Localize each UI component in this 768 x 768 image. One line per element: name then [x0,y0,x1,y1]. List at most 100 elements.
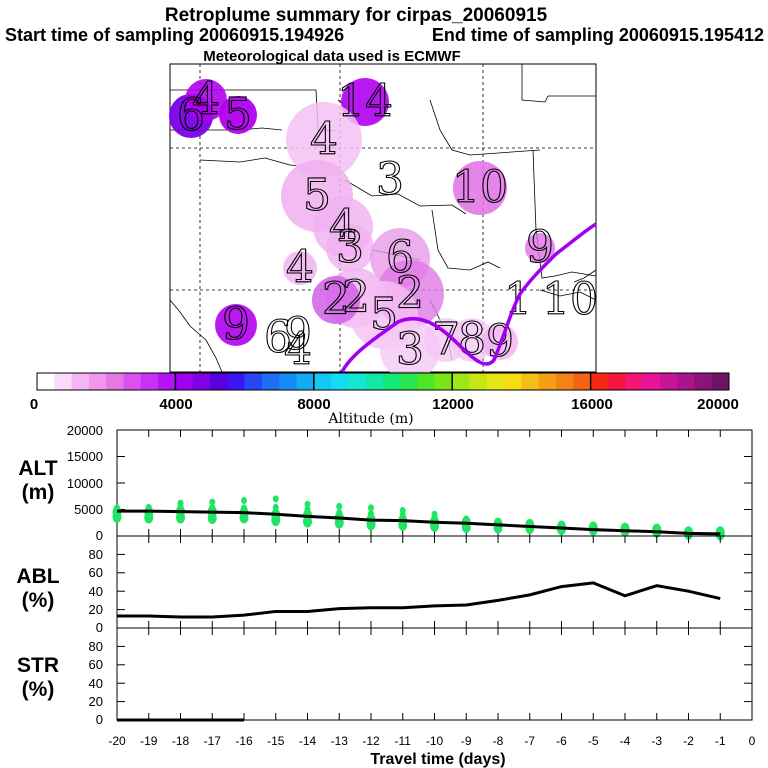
colorbar-swatch [227,373,246,390]
colorbar-tick-16000: 16000 [571,396,613,413]
colorbar-swatch [192,373,211,390]
colorbar-swatch [313,373,332,390]
map-day-label: 10 [542,274,598,325]
x-tick-label: -11 [395,734,412,748]
plume-circle [326,224,374,272]
x-tick-label: -3 [651,734,662,748]
alt-point [463,515,470,523]
abl-ytick: 0 [96,620,103,635]
map-day-label: 9 [526,222,554,273]
map-day-label: 5 [224,89,252,140]
colorbar-swatch [521,373,540,390]
alt-point [368,510,374,518]
x-tick-label: -5 [588,734,599,748]
colorbar-swatch [417,373,436,390]
colorbar-swatch [434,373,453,390]
alt-point [431,510,438,518]
panel-abl: ABL (%) 80 60 40 20 0 [16,535,753,635]
alt-point [304,506,311,513]
alt-scatter-points [112,495,725,541]
x-tick-label: -1 [715,734,726,748]
x-tick-label: 0 [749,734,756,748]
colorbar-swatch [106,373,124,390]
colorbar-swatch [711,373,730,390]
x-axis-label: Travel time (days) [370,751,505,768]
alt-point [241,504,247,512]
colorbar-swatch [261,373,280,390]
str-tick-marks [116,628,753,721]
alt-point [145,503,152,511]
colorbar-tick-4000: 4000 [159,396,192,413]
colorbar-swatch [607,373,626,390]
alt-ytick: 5000 [74,502,103,517]
colorbar-swatch [694,373,713,390]
map-day-label: 2 [322,274,350,325]
colorbar-swatch [88,373,107,390]
x-tick-label: -18 [172,734,190,748]
abl-line [117,581,721,619]
x-tick-label: -8 [493,734,504,748]
colorbar-swatch [365,373,384,390]
x-tick-label: -4 [620,734,631,748]
colorbar-tick-8000: 8000 [297,396,330,413]
colorbar-outline [36,372,730,391]
abl-ytick: 20 [89,602,103,617]
plume-circles [169,78,555,380]
plume-circle [450,318,494,362]
map-day-label: 2 [396,268,424,319]
alt-unit: (m) [22,481,55,504]
colorbar-swatch [210,373,228,390]
map-day-label: 14 [337,76,393,127]
plume-circle [312,276,360,324]
str-ytick: 60 [89,657,103,672]
abl-label: ABL [16,565,59,588]
plume-circle [286,102,362,178]
str-ytick: 80 [89,639,103,654]
alt-ytick: 0 [96,528,103,543]
plume-circle [185,79,227,121]
colorbar-swatch [504,373,522,390]
colorbar-swatch [642,373,661,390]
abl-ytick: 40 [89,584,103,599]
plume-circle [453,161,507,215]
trajectory-path [340,222,597,373]
plume-circle [219,96,257,134]
sampling-start: Start time of sampling 20060915.194926 [5,25,344,45]
colorbar-swatch [400,373,419,390]
colorbar-swatch [244,373,263,390]
str-ytick: 0 [96,712,103,727]
colorbar-swatch [469,373,488,390]
x-tick-label: -12 [362,734,380,748]
alt-point [209,498,216,506]
x-tick-labels: -20 -19 -18 -17 -16 -15 -14 -13 -12 -11 -10 -9 -8 -7-… [108,734,755,748]
alt-ytick: 20000 [67,423,103,438]
x-tick-label: -19 [140,734,158,748]
colorbar-swatch [486,373,505,390]
alt-ytick: 10000 [67,476,103,491]
map-day-label: 4 [192,74,220,125]
x-tick-label: -13 [331,734,349,748]
str-ytick: 40 [89,676,103,691]
alt-point [368,504,374,512]
x-tick-label: -9 [461,734,472,748]
x-tick-label: -14 [299,734,317,748]
colorbar-swatch [71,373,90,390]
alt-point [495,517,501,525]
alt-point [526,519,533,527]
alt-point [209,503,216,511]
colorbar-swatch [123,373,142,390]
plume-circle [525,233,555,263]
str-label: STR [17,654,59,677]
abl-unit: (%) [22,589,55,612]
colorbar-tick-12000: 12000 [432,396,474,413]
map-day-label: 4 [310,114,338,165]
x-tick-label: -17 [204,734,222,748]
colorbar-swatch [158,373,176,390]
map-day-label: 2 [342,272,370,323]
map-day-label: 4 [329,201,357,252]
plume-circle [341,78,389,126]
str-ytick: 20 [89,694,103,709]
